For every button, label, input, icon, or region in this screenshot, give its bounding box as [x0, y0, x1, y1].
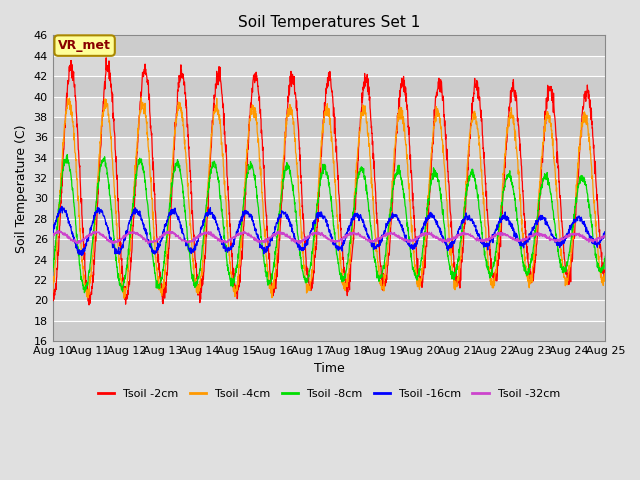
Bar [52, 219, 605, 239]
Bar [52, 137, 605, 158]
Bar [52, 280, 605, 300]
Bar [52, 76, 605, 96]
Bar [52, 300, 605, 321]
Bar [52, 158, 605, 178]
Bar [52, 321, 605, 341]
Bar [52, 96, 605, 117]
Bar [52, 199, 605, 219]
Bar [52, 36, 605, 56]
Title: Soil Temperatures Set 1: Soil Temperatures Set 1 [238, 15, 420, 30]
X-axis label: Time: Time [314, 361, 344, 375]
Bar [52, 260, 605, 280]
Text: VR_met: VR_met [58, 39, 111, 52]
Bar [52, 178, 605, 199]
Bar [52, 239, 605, 260]
Bar [52, 117, 605, 137]
Bar [52, 56, 605, 76]
Legend: Tsoil -2cm, Tsoil -4cm, Tsoil -8cm, Tsoil -16cm, Tsoil -32cm: Tsoil -2cm, Tsoil -4cm, Tsoil -8cm, Tsoi… [93, 384, 564, 403]
Y-axis label: Soil Temperature (C): Soil Temperature (C) [15, 124, 28, 252]
